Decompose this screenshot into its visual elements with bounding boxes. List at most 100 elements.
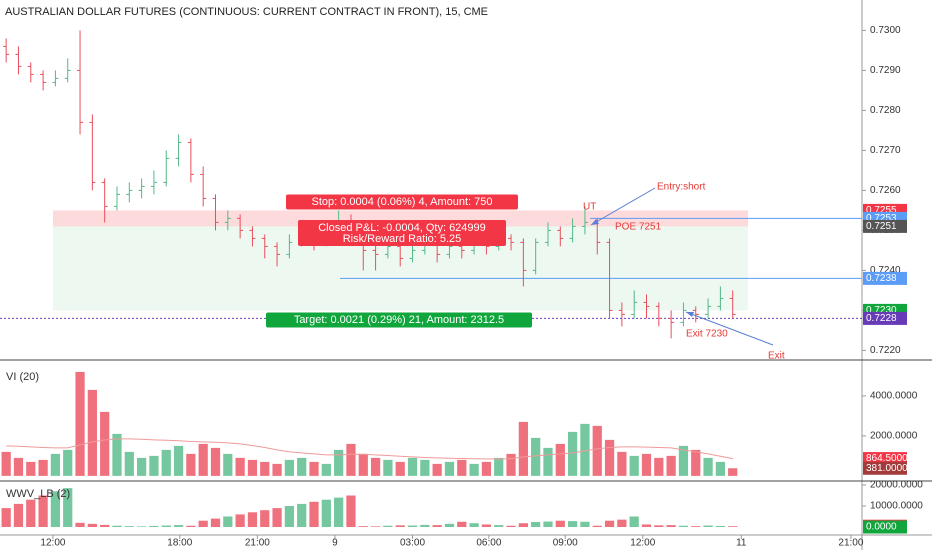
- volume-bar: [506, 453, 516, 476]
- volume-bar: [161, 525, 171, 527]
- volume-bar: [407, 525, 418, 527]
- volume-bar: [641, 524, 652, 527]
- volume-bar: [617, 519, 627, 527]
- volume-bar: [481, 524, 492, 527]
- volume-bar: [87, 389, 97, 476]
- volume-bar: [629, 455, 639, 476]
- price-tag-label: 0.7255: [866, 205, 897, 216]
- volume-bar: [654, 525, 664, 527]
- volume-bar: [198, 443, 208, 476]
- volume-bar: [100, 411, 110, 476]
- volume-bar: [186, 453, 196, 476]
- y-tick-label: 20000.0000: [870, 480, 923, 491]
- stop-label: Stop: 0.0004 (0.06%) 4, Amount: 750: [311, 196, 492, 208]
- volume-bar: [715, 525, 726, 527]
- volume-bar: [531, 521, 541, 527]
- x-tick-label: 9: [332, 538, 338, 549]
- volume-bar: [580, 521, 590, 527]
- y-tick-label: 0.7260: [870, 185, 901, 196]
- volume-bar: [617, 451, 627, 476]
- x-tick-label: 12:00: [630, 538, 655, 549]
- volume-bar: [641, 453, 652, 476]
- x-tick-label: 12:00: [40, 538, 65, 549]
- volume-bar: [358, 453, 368, 476]
- volume-bar: [346, 495, 356, 527]
- panel-title: WWV_LB (2): [6, 488, 70, 500]
- price-tag-label: 864.5000: [866, 453, 908, 464]
- volume-bar: [469, 463, 479, 476]
- price-tag-label: 0.7238: [866, 273, 897, 284]
- chart-title: AUSTRALIAN DOLLAR FUTURES (CONTINUOUS: C…: [5, 6, 488, 18]
- y-tick-label: 0.7270: [870, 145, 901, 156]
- volume-bar: [580, 423, 590, 476]
- volume-bar: [63, 449, 73, 476]
- volume-bar: [198, 520, 208, 527]
- volume-bar: [555, 520, 565, 527]
- annotation: Exit 7230: [686, 329, 728, 340]
- volume-bar: [100, 524, 110, 527]
- volume-bar: [112, 525, 122, 527]
- volume-bar: [703, 525, 713, 527]
- volume-bar: [50, 453, 61, 476]
- volume-bar: [297, 457, 307, 476]
- arrow: [590, 187, 656, 226]
- arrow: [685, 311, 774, 346]
- volume-bar: [272, 463, 282, 476]
- volume-bar: [136, 526, 147, 527]
- volume-bar: [592, 525, 602, 527]
- volume-bar: [666, 525, 676, 527]
- ratio-label: Risk/Reward Ratio: 5.25: [343, 233, 462, 245]
- x-tick-label: 09:00: [553, 538, 578, 549]
- volume-bar: [321, 463, 331, 476]
- x-tick-label: 18:00: [167, 538, 192, 549]
- volume-bar: [481, 461, 492, 476]
- volume-bar: [13, 457, 24, 476]
- y-tick-label: 0.7240: [870, 265, 901, 276]
- volume-bar: [136, 457, 147, 476]
- volume-bar: [567, 431, 578, 476]
- volume-bar: [284, 459, 295, 476]
- annotation: Entry:short: [657, 182, 706, 193]
- volume-bar: [346, 443, 356, 476]
- y-tick-label: 10000.0000: [870, 501, 923, 512]
- volume-bar: [432, 463, 442, 476]
- price-tag: [863, 311, 907, 325]
- pnl-box: [298, 220, 506, 246]
- target-label-box: [266, 312, 532, 328]
- volume-bar: [691, 526, 701, 527]
- volume-bar: [309, 461, 319, 476]
- x-tick-label: 21:00: [245, 538, 270, 549]
- volume-bar: [444, 461, 455, 476]
- price-tag-label: 0.7230: [866, 305, 897, 316]
- volume-bar: [186, 525, 196, 527]
- stop-label-box: [286, 194, 518, 210]
- price-tag: [863, 461, 907, 475]
- volume-bar: [235, 457, 245, 476]
- volume-bar: [629, 516, 639, 527]
- volume-bar: [334, 449, 344, 476]
- volume-bar: [543, 447, 553, 476]
- volume-bar: [457, 459, 467, 476]
- volume-bar: [223, 516, 233, 527]
- price-tag: [863, 271, 907, 285]
- volume-bar: [223, 453, 233, 476]
- x-tick-label: 11: [736, 538, 747, 549]
- volume-bar: [149, 455, 159, 476]
- volume-bar: [247, 459, 258, 476]
- y-tick-label: 4000.0000: [870, 391, 918, 402]
- moving-average: [6, 438, 733, 460]
- volume-bar: [13, 503, 24, 527]
- volume-bar: [63, 488, 73, 527]
- volume-bar: [728, 526, 738, 527]
- volume-bar: [420, 524, 430, 527]
- volume-bar: [26, 499, 36, 527]
- price-tag: [863, 520, 907, 534]
- volume-bar: [297, 503, 307, 527]
- volume-bar: [715, 461, 726, 476]
- annotation: Exit: [768, 351, 785, 362]
- volume-bar: [149, 525, 159, 527]
- volume-bar: [469, 523, 479, 527]
- volume-bar: [247, 512, 258, 527]
- volume-bar: [383, 525, 393, 527]
- volume-bar: [567, 521, 578, 527]
